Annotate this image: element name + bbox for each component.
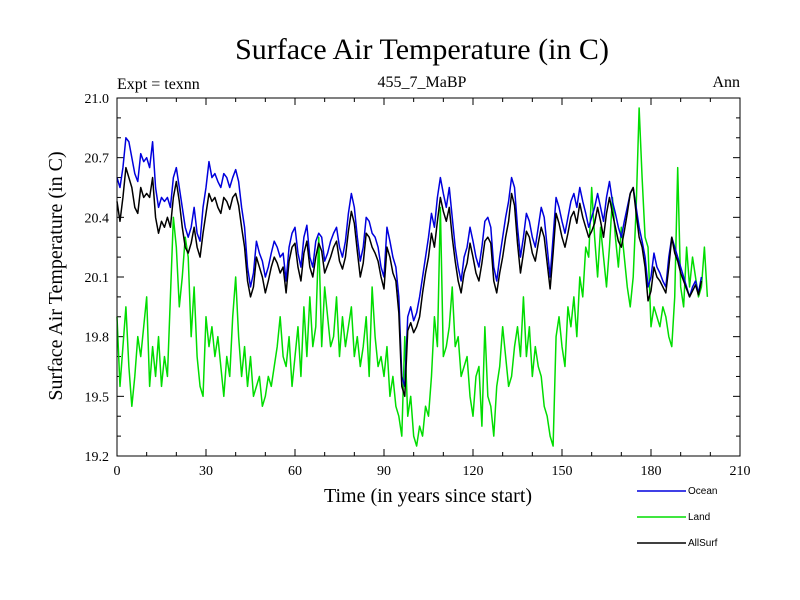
series-line-land: [116, 107, 709, 447]
x-axis-label: Time (in years since start): [324, 485, 532, 507]
legend: Ocean Land AllSurf: [637, 486, 718, 549]
x-tick-label: 30: [199, 464, 213, 479]
y-tick-label: 20.7: [85, 152, 110, 167]
legend-label-allsurf: AllSurf: [688, 538, 718, 549]
chart-title: Surface Air Temperature (in C): [235, 33, 609, 66]
y-tick-label: 21.0: [85, 92, 110, 107]
experiment-label: Expt = texnn: [117, 76, 200, 93]
y-tick-label: 20.1: [85, 271, 110, 286]
y-tick-label: 19.5: [85, 390, 110, 405]
y-axis-label: Surface Air Temperature (in C): [45, 151, 67, 400]
y-tick-label: 19.8: [85, 331, 110, 346]
y-tick-label: 19.2: [85, 450, 110, 465]
x-tick-label: 210: [730, 464, 751, 479]
series-line-allsurf: [116, 166, 703, 398]
series-lines: [116, 107, 709, 447]
x-tick-label: 0: [114, 464, 121, 479]
x-tick-label: 120: [463, 464, 484, 479]
legend-item-allsurf: AllSurf: [637, 538, 718, 549]
plot-frame: [116, 97, 741, 457]
series-line-ocean: [116, 137, 703, 388]
x-tick-label: 180: [641, 464, 662, 479]
x-tick-label: 150: [552, 464, 573, 479]
season-label: Ann: [712, 74, 740, 91]
chart-subtitle: 455_7_MaBP: [378, 74, 467, 91]
legend-label-land: Land: [688, 512, 710, 523]
axis-ticks: 0 30 60 90 120 150 180 210 19.2 19.5 19.8 20.1 20.4 2…: [85, 92, 751, 479]
legend-label-ocean: Ocean: [688, 486, 717, 497]
x-tick-label: 90: [377, 464, 391, 479]
y-tick-label: 20.4: [85, 211, 110, 226]
x-tick-label: 60: [288, 464, 302, 479]
legend-item-ocean: Ocean: [637, 486, 717, 497]
legend-item-land: Land: [637, 512, 710, 523]
